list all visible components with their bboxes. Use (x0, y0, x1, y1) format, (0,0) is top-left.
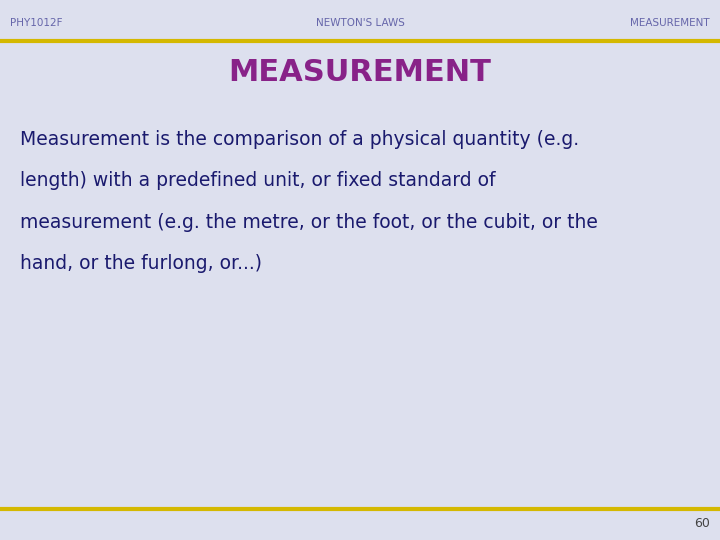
Text: PHY1012F: PHY1012F (10, 18, 63, 28)
Text: hand, or the furlong, or...): hand, or the furlong, or...) (20, 254, 262, 273)
Text: MEASUREMENT: MEASUREMENT (630, 18, 710, 28)
Text: Measurement is the comparison of a physical quantity (e.g.: Measurement is the comparison of a physi… (20, 130, 580, 148)
Text: 60: 60 (694, 517, 710, 530)
Text: length) with a predefined unit, or fixed standard of: length) with a predefined unit, or fixed… (20, 171, 495, 190)
Text: measurement (e.g. the metre, or the foot, or the cubit, or the: measurement (e.g. the metre, or the foot… (20, 213, 598, 232)
Text: NEWTON'S LAWS: NEWTON'S LAWS (315, 18, 405, 28)
Text: MEASUREMENT: MEASUREMENT (228, 58, 492, 87)
